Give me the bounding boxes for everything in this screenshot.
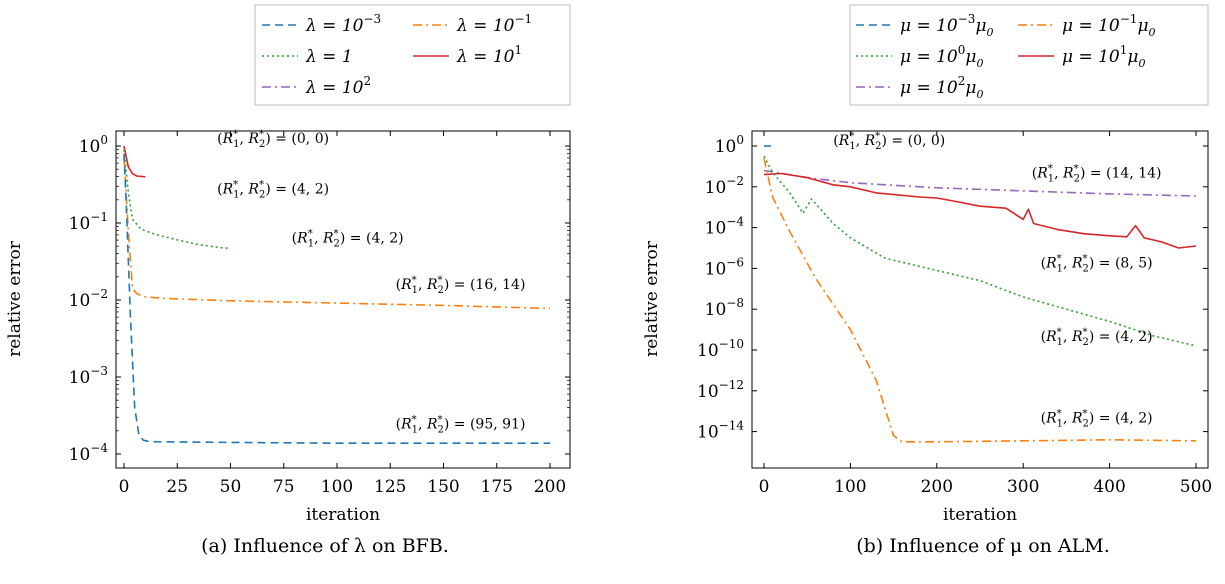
series-line-green [763, 155, 1197, 347]
legend-entry-label: λ = 10−1 [456, 12, 532, 36]
x-tick-label: 0 [119, 477, 130, 497]
x-tick-label: 100 [321, 477, 353, 497]
legend-box [254, 4, 571, 106]
y-tick-label: 10−6 [705, 255, 744, 279]
rank-annotation: (R* 1, R* 2) = (4, 2) [217, 180, 329, 201]
y-axis-label: relative error [642, 240, 662, 357]
legend-entry-label: λ = 101 [456, 43, 522, 67]
series-line-green [123, 149, 231, 250]
x-tick-label: 150 [427, 477, 459, 497]
rank-annotation: (R* 1, R* 2) = (4, 2) [292, 228, 404, 249]
x-tick-label: 0 [759, 477, 770, 497]
y-tick-label: 10−1 [69, 210, 108, 234]
y-tick-label: 100 [715, 133, 744, 157]
legend-entry-label: μ = 10−3μ0 [900, 12, 994, 39]
series-line-orange [763, 158, 1197, 443]
y-tick-label: 10−10 [697, 337, 744, 361]
x-tick-label: 200 [534, 477, 566, 497]
y-tick-label: 10−4 [69, 441, 109, 465]
figure-caption: (b) Influence of μ on ALM. [856, 535, 1110, 557]
series-line-blue [123, 153, 550, 445]
legend-entry-label: μ = 102μ0 [900, 74, 983, 101]
x-tick-label: 175 [481, 477, 513, 497]
y-axis-label: relative error [5, 240, 25, 357]
y-tick-label: 10−2 [69, 287, 108, 311]
x-tick-label: 25 [166, 477, 188, 497]
legend-entry-label: λ = 102 [305, 74, 371, 98]
y-tick-label: 10−2 [705, 174, 744, 198]
legend-entry-label: μ = 100μ0 [900, 43, 983, 70]
x-axis-label: iteration [943, 505, 1017, 525]
x-tick-label: 500 [1180, 477, 1212, 497]
y-tick-label: 10−12 [697, 378, 744, 402]
y-tick-label: 100 [79, 133, 108, 157]
plot-area-frame [751, 130, 1209, 469]
x-tick-label: 75 [273, 477, 295, 497]
y-tick-label: 10−4 [705, 215, 745, 239]
chart-a: 0 25 50 75 100 125 150 175 200 100 10−1 10−2 10−3 10−… [5, 4, 571, 557]
rank-annotation: (R* 1, R* 2) = (95, 91) [396, 415, 526, 436]
x-tick-label: 300 [1007, 477, 1039, 497]
rank-annotation: (R* 1, R* 2) = (16, 14) [396, 275, 526, 296]
y-tick-label: 10−8 [705, 296, 744, 320]
x-tick-label: 400 [1093, 477, 1125, 497]
series-line-red [123, 145, 146, 178]
y-tick-label: 10−3 [69, 364, 108, 388]
rank-annotation: (R* 1, R* 2) = (4, 2) [1041, 408, 1153, 429]
figure-caption: (a) Influence of λ on BFB. [201, 535, 449, 557]
legend-entry-label: μ = 101μ0 [1062, 43, 1145, 70]
x-axis-label: iteration [306, 505, 380, 525]
legend-box [849, 4, 1209, 106]
series-line-red [763, 172, 1197, 249]
x-tick-label: 100 [834, 477, 866, 497]
series-line-orange [123, 157, 551, 310]
rank-annotation: (R* 1, R* 2) = (8, 5) [1041, 253, 1153, 274]
x-tick-label: 200 [921, 477, 953, 497]
rank-annotation: (R* 1, R* 2) = (0, 0) [217, 129, 329, 150]
rank-annotation: (R* 1, R* 2) = (0, 0) [833, 131, 945, 152]
rank-annotation: (R* 1, R* 2) = (4, 2) [1041, 327, 1153, 348]
rank-annotation: (R* 1, R* 2) = (14, 14) [1032, 164, 1162, 185]
x-tick-label: 50 [220, 477, 242, 497]
y-tick-label: 10−14 [697, 419, 744, 443]
chart-b: 0 100 200 300 400 500 100 10−2 10−4 10−6 10−8 10−10… [642, 4, 1212, 557]
legend-entry-label: μ = 10−1μ0 [1062, 12, 1156, 39]
legend-entry-label: λ = 1 [305, 47, 353, 67]
x-tick-label: 125 [374, 477, 406, 497]
legend-entry-label: λ = 10−3 [305, 12, 381, 36]
